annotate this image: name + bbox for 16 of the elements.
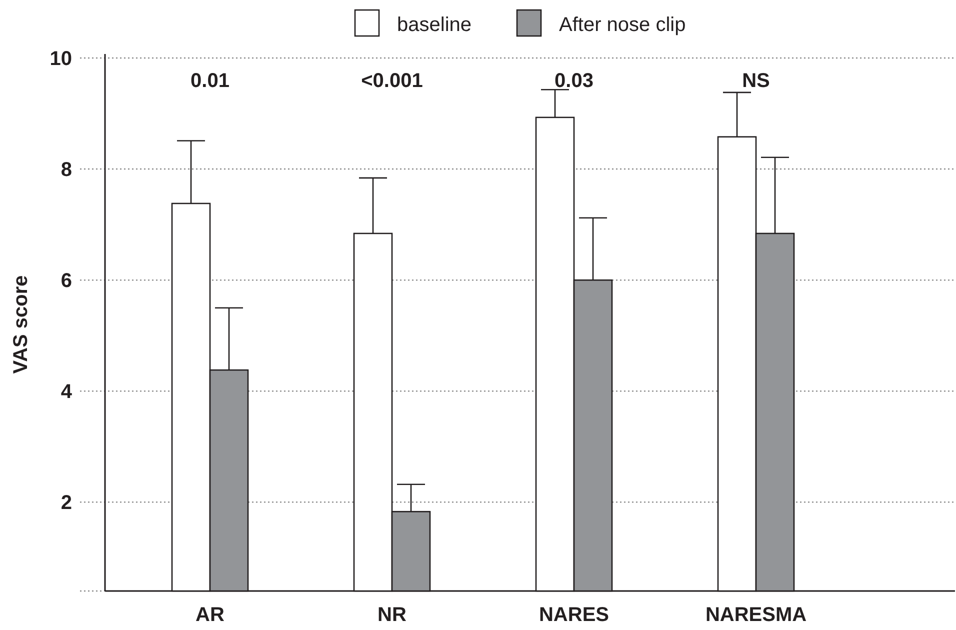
annotation: <0.001 (361, 70, 423, 92)
annotation: NS (742, 70, 770, 92)
y-tick-label: 4 (60, 381, 73, 404)
y-tick-label: 2 (60, 492, 72, 514)
legend-label: baseline (397, 14, 472, 36)
annotation: 0.01 (190, 70, 230, 92)
annotation: 0.03 (554, 70, 594, 92)
y-tick-label: 8 (60, 159, 72, 182)
x-tick-label: AR (196, 604, 225, 626)
x-tick-label: NARESMA (705, 604, 807, 626)
y-tick-label: 10 (50, 48, 72, 70)
legend-label: After nose clip (559, 14, 686, 36)
x-tick-label: NARES (538, 604, 610, 626)
y-tick-label: 6 (60, 270, 72, 292)
y-axis-title: VAS score (10, 275, 32, 374)
x-tick-label: NR (378, 604, 407, 626)
